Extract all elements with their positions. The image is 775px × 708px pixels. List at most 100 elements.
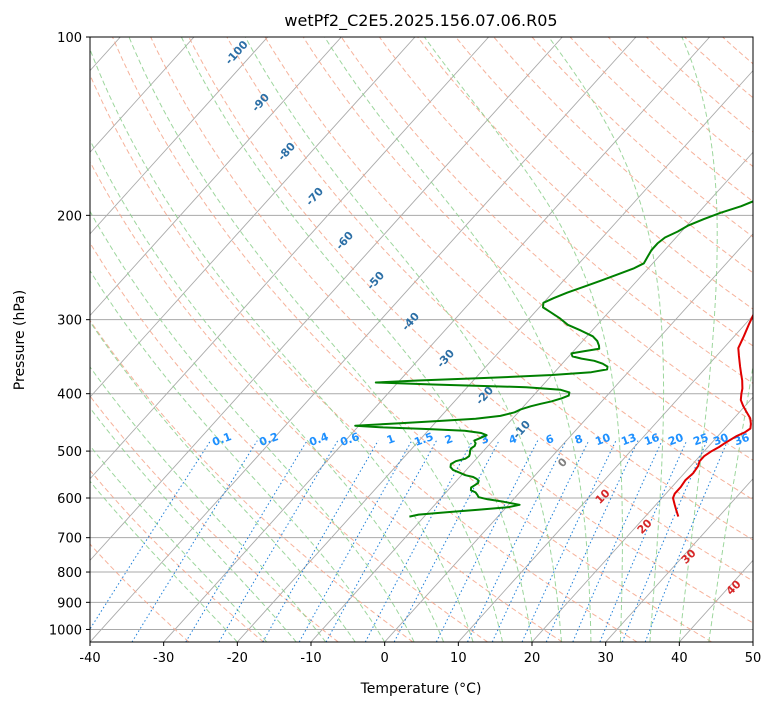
mixing-ratio-label: 0.2 [257, 430, 280, 449]
dry-adiabat-line [188, 37, 753, 582]
dry-adiabat-line [455, 37, 753, 310]
mixing-ratio-label: 16 [642, 431, 661, 449]
mixing-ratio-label: 20 [666, 431, 685, 449]
moist-adiabat-line [90, 480, 238, 642]
y-tick-label: 400 [57, 388, 82, 403]
isotherm-line [605, 478, 753, 642]
mixing-ratio-line [467, 440, 567, 642]
y-tick-label: 500 [57, 445, 82, 460]
mixing-ratio-line [131, 440, 258, 642]
moist-adiabat-line [128, 37, 503, 642]
moist-adiabat-line [90, 269, 386, 642]
dry-adiabat-line [150, 37, 753, 624]
moist-adiabat-line [90, 444, 268, 642]
isotherm-line [163, 37, 711, 642]
x-tick-label: 20 [524, 651, 541, 666]
mixing-ratio-line [572, 440, 663, 642]
moist-adiabat-line [90, 320, 356, 642]
mixing-ratio-label: 10 [593, 431, 612, 449]
isotherm-line [90, 37, 195, 153]
moist-adiabat-line [180, 37, 533, 642]
temperature-profile-line [672, 313, 753, 517]
dry-adiabat-line [112, 37, 712, 642]
moist-adiabat-line [90, 138, 445, 642]
moist-adiabat-line [90, 407, 297, 642]
mixing-ratio-label: 1.5 [412, 430, 435, 449]
x-tick-label: 40 [671, 651, 688, 666]
isotherm-line [90, 37, 637, 642]
x-tick-label: 50 [745, 651, 762, 666]
mixing-ratio-label: 0.1 [210, 430, 233, 449]
mixing-ratio-label: 30 [711, 431, 730, 449]
dry-adiabat-line [90, 469, 264, 642]
dry-adiabat-line [90, 160, 563, 642]
y-tick-label: 700 [57, 532, 82, 547]
mixing-ratio-line [262, 440, 379, 642]
y-tick-label: 800 [57, 566, 82, 581]
y-tick-label: 100 [57, 31, 82, 46]
mixing-ratio-line [545, 440, 639, 642]
isotherm-line [90, 37, 342, 317]
dry-adiabat-line [226, 37, 753, 541]
mixing-ratio-line [90, 440, 212, 630]
dewpoint-profile-line [354, 200, 753, 518]
moist-adiabat-line [244, 37, 562, 642]
isotherm-line [236, 69, 753, 642]
dry-adiabats [90, 37, 753, 642]
mixing-ratio-label: 1 [385, 432, 397, 447]
dry-adiabat-line [90, 73, 638, 642]
mixing-ratio-label: 0.6 [338, 430, 361, 449]
moist-adiabat-line [90, 48, 474, 642]
x-axis-label: Temperature (°C) [360, 681, 482, 697]
mixing-ratio-label: 0.4 [307, 430, 330, 449]
x-tick-label: -10 [300, 651, 321, 666]
pressure-gridlines [90, 37, 753, 630]
isotherm-line [90, 37, 563, 562]
mixing-ratio-label: 4 [507, 432, 519, 447]
profile-series [354, 200, 753, 518]
isotherm-line [384, 233, 753, 642]
plot-area: -100-90-80-70-60-50-40-30-20-10 01020304… [90, 37, 753, 642]
y-tick-label: 600 [57, 492, 82, 507]
moist-adiabats [90, 37, 753, 642]
y-axis-label: Pressure (hPa) [12, 290, 28, 390]
moist-adiabat-line [548, 37, 665, 642]
mixing-ratio-line [599, 440, 688, 642]
x-tick-label: 10 [450, 651, 467, 666]
x-tick-label: -20 [227, 651, 248, 666]
mixing-ratio-line [218, 440, 339, 642]
x-tick-label: 0 [381, 651, 389, 666]
moist-adiabat-line [708, 363, 753, 642]
isotherm-line [90, 37, 490, 480]
dry-adiabat-line [264, 37, 753, 501]
y-tick-label: 900 [57, 596, 82, 611]
moist-adiabat-line [324, 37, 592, 642]
mixing-ratio-label: 8 [573, 432, 585, 447]
x-tick-label: -40 [79, 651, 100, 666]
isotherm-line [457, 314, 753, 642]
mixing-ratio-line [185, 440, 308, 642]
mixing-ratio-lines [90, 440, 729, 642]
dry-adiabat-line [417, 37, 753, 347]
mixing-ratio-line [325, 440, 437, 642]
dry-adiabat-line [90, 242, 488, 642]
mixing-ratio-label: 3 [479, 432, 491, 447]
mixing-ratio-label: 2 [443, 432, 455, 447]
y-axis: 100 200 300 400 500 600 700 800 900 1000 [49, 31, 90, 638]
mixing-ratio-label: 6 [544, 432, 556, 447]
mixing-ratio-line [435, 440, 539, 642]
moist-adiabat-line [423, 37, 623, 642]
mixing-ratio-label: 13 [619, 431, 638, 448]
dry-adiabat-line [340, 37, 753, 423]
isotherm-line [531, 396, 753, 642]
moist-adiabat-line [678, 37, 718, 642]
plot-frame [89, 36, 754, 643]
x-tick-label: 30 [597, 651, 614, 666]
x-tick-label: -30 [153, 651, 174, 666]
x-axis: -40 -30 -20 -10 0 10 20 30 40 50 [79, 642, 761, 666]
chart-title: wetPf2_C2E5.2025.156.07.06.R05 [284, 11, 557, 31]
isotherm-line [90, 37, 416, 398]
mixing-ratio-label: 25 [691, 431, 710, 448]
